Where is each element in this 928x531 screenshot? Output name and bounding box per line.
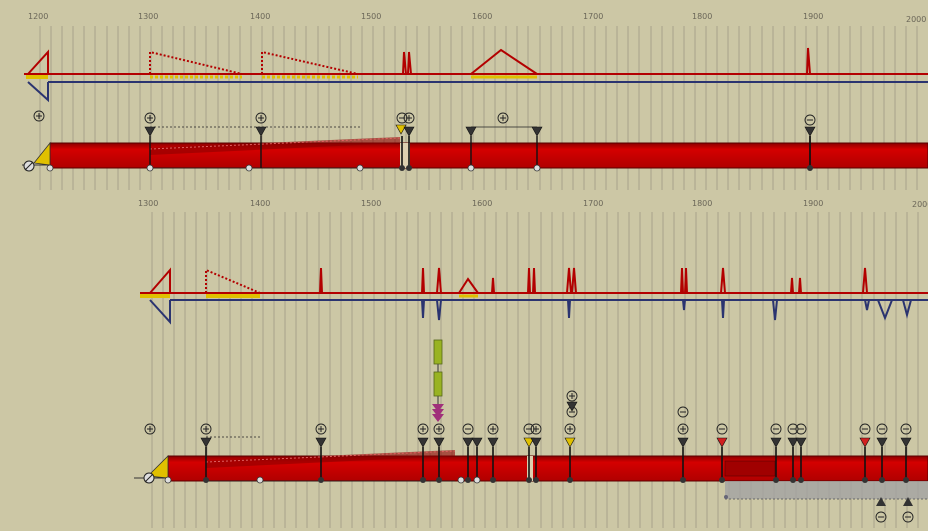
top-axis-tick-2000: 2000 xyxy=(906,15,926,24)
bottom-axis: 1300 1400 1500 1600 1700 1800 1900 2000 xyxy=(138,199,928,209)
bottom-axis-tick-1600: 1600 xyxy=(472,199,492,208)
support-triangle-icon xyxy=(471,437,483,448)
support-triangle-icon xyxy=(530,437,542,448)
top-markers xyxy=(33,110,816,172)
minus-circle-icon xyxy=(804,114,816,126)
bottom-beam xyxy=(134,436,928,500)
plus-circle-icon xyxy=(487,423,499,435)
support-triangle-icon xyxy=(859,437,871,448)
plus-circle-icon xyxy=(200,423,212,435)
plus-circle-icon xyxy=(566,390,578,402)
plus-circle-icon xyxy=(144,112,156,124)
plus-circle-icon xyxy=(144,423,156,435)
support-triangle-icon xyxy=(403,126,415,137)
support-triangle-icon xyxy=(315,437,327,448)
top-beam xyxy=(22,126,928,172)
minus-circle-icon xyxy=(770,423,782,435)
support-triangle-icon xyxy=(787,437,799,448)
support-triangle-icon xyxy=(531,126,543,137)
support-triangle-icon xyxy=(804,126,816,137)
top-axis-tick-1300: 1300 xyxy=(138,12,158,21)
top-axis-tick-1200: 1200 xyxy=(28,12,48,21)
minus-circle-icon xyxy=(716,423,728,435)
bottom-lower-line xyxy=(149,299,928,325)
bottom-axis-tick-1500: 1500 xyxy=(361,199,381,208)
fixed-support-icon xyxy=(143,472,155,484)
support-triangle-icon xyxy=(200,437,212,448)
support-triangle-icon xyxy=(716,437,728,448)
support-triangle-icon xyxy=(564,437,576,448)
top-axis-tick-1500: 1500 xyxy=(361,12,381,21)
support-triangle-icon xyxy=(144,126,156,137)
plus-circle-icon xyxy=(433,423,445,435)
minus-circle-icon xyxy=(902,511,914,523)
minus-circle-icon xyxy=(875,511,887,523)
plus-circle-icon xyxy=(417,423,429,435)
top-lower-line xyxy=(27,81,928,103)
plus-circle-icon xyxy=(497,112,509,124)
support-triangle-icon xyxy=(677,437,689,448)
minus-circle-icon xyxy=(900,423,912,435)
support-triangle-icon xyxy=(417,437,429,448)
support-triangle-icon xyxy=(903,497,913,506)
minus-circle-icon xyxy=(795,423,807,435)
support-triangle-icon xyxy=(795,437,807,448)
support-triangle-icon xyxy=(900,437,912,448)
point-load-stack xyxy=(432,339,444,422)
plus-circle-icon xyxy=(255,112,267,124)
minus-circle-icon xyxy=(876,423,888,435)
bottom-axis-tick-1300: 1300 xyxy=(138,199,158,208)
minus-circle-icon xyxy=(787,423,799,435)
support-triangle-icon xyxy=(770,437,782,448)
bottom-force-line xyxy=(140,267,928,298)
plus-circle-icon xyxy=(403,112,415,124)
support-triangle-icon xyxy=(566,401,578,412)
support-triangle-icon xyxy=(255,126,267,137)
minus-circle-icon xyxy=(462,423,474,435)
plus-circle-icon xyxy=(677,423,689,435)
support-triangle-icon xyxy=(465,126,477,137)
bottom-axis-tick-1700: 1700 xyxy=(583,199,603,208)
support-triangle-icon xyxy=(523,437,535,448)
bottom-axis-tick-2000: 2000 xyxy=(912,200,928,209)
bottom-axis-tick-1400: 1400 xyxy=(250,199,270,208)
support-triangle-icon xyxy=(876,437,888,448)
support-triangle-icon xyxy=(395,124,407,135)
top-axis-tick-1700: 1700 xyxy=(583,12,603,21)
bottom-axis-tick-1900: 1900 xyxy=(803,199,823,208)
plus-circle-icon xyxy=(315,423,327,435)
minus-circle-icon xyxy=(859,423,871,435)
bottom-markers xyxy=(144,390,914,523)
top-axis-tick-1600: 1600 xyxy=(472,12,492,21)
support-triangle-icon xyxy=(487,437,499,448)
top-panel: 1200 1300 1400 1500 1600 1700 1800 1900 … xyxy=(22,12,928,190)
top-axis: 1200 1300 1400 1500 1600 1700 1800 1900 … xyxy=(28,12,926,24)
plus-circle-icon xyxy=(564,423,576,435)
top-axis-tick-1800: 1800 xyxy=(692,12,712,21)
top-axis-tick-1400: 1400 xyxy=(250,12,270,21)
top-force-line xyxy=(24,47,928,79)
support-triangle-icon xyxy=(433,437,445,448)
support-triangle-icon xyxy=(462,437,474,448)
support-triangle-icon xyxy=(876,497,886,506)
bottom-panel: 1300 1400 1500 1600 1700 1800 1900 2000 xyxy=(134,199,928,528)
top-axis-tick-1900: 1900 xyxy=(803,12,823,21)
plus-circle-icon xyxy=(33,110,45,122)
fixed-support-icon xyxy=(23,160,35,172)
bottom-axis-tick-1800: 1800 xyxy=(692,199,712,208)
minus-circle-icon xyxy=(677,406,689,418)
plus-circle-icon xyxy=(530,423,542,435)
